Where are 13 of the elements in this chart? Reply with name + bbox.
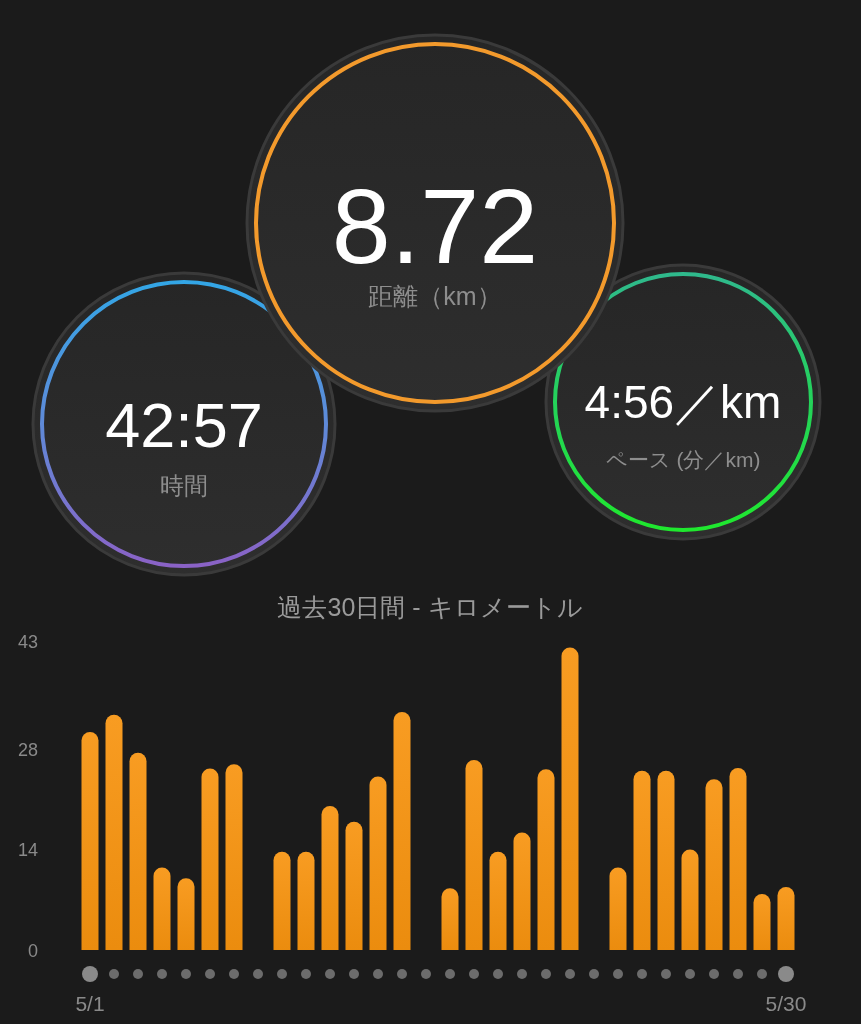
y-tick-label: 43: [17, 632, 38, 653]
y-tick-label: 28: [17, 739, 38, 760]
text: 42:57: [105, 390, 263, 460]
y-tick-label: 14: [17, 840, 38, 861]
y-tick-label: 0: [27, 940, 38, 961]
x-tick-label: 5/30: [765, 992, 807, 1015]
text: 距離（km）: [368, 282, 502, 310]
text: 4:56／km: [584, 376, 782, 428]
text: ペース (分／km): [605, 448, 761, 471]
x-tick-label: 5/1: [75, 992, 105, 1015]
chart-title: 過去30日間 - キロメートル: [277, 593, 583, 621]
text: 時間: [160, 472, 208, 499]
text: 8.72: [331, 167, 539, 285]
